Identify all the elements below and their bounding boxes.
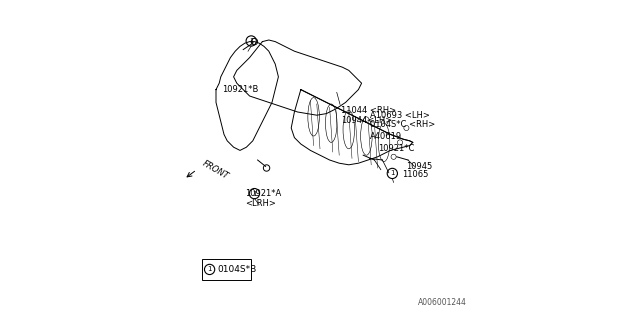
Text: 10921*C: 10921*C	[378, 144, 414, 153]
Text: 0104S*B: 0104S*B	[217, 265, 256, 274]
Text: 0104S*C <RH>: 0104S*C <RH>	[370, 120, 435, 129]
Text: 1: 1	[390, 171, 395, 176]
Text: 10945: 10945	[406, 162, 433, 171]
Text: 10921*B: 10921*B	[223, 85, 259, 94]
Text: 11044 <RH>: 11044 <RH>	[340, 106, 396, 115]
Text: A006001244: A006001244	[419, 298, 467, 307]
Text: 1: 1	[252, 191, 257, 196]
Text: A10693 <LH>: A10693 <LH>	[370, 111, 429, 120]
Text: 1: 1	[249, 38, 253, 44]
Text: 1: 1	[207, 267, 212, 272]
Text: 10944<LH>: 10944<LH>	[340, 116, 392, 124]
Text: 11065: 11065	[402, 170, 428, 179]
Text: 10921*A
<LRH>: 10921*A <LRH>	[245, 189, 281, 208]
Text: FRONT: FRONT	[201, 159, 230, 181]
Text: A40619: A40619	[370, 132, 402, 140]
